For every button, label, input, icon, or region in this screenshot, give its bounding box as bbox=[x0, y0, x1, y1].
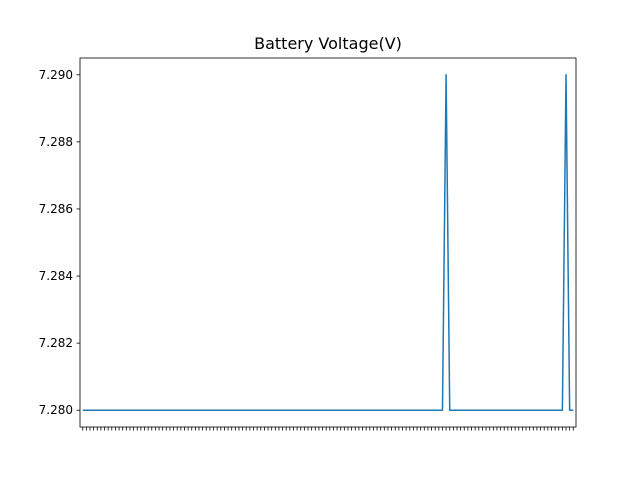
x-axis-ticks bbox=[82, 427, 574, 431]
y-tick-label: 7.286 bbox=[39, 202, 73, 216]
y-tick-label: 7.288 bbox=[39, 135, 73, 149]
voltage-series-line bbox=[82, 74, 574, 411]
y-tick-label: 7.280 bbox=[39, 403, 73, 417]
plot-area bbox=[82, 74, 574, 411]
y-tick-label: 7.290 bbox=[39, 68, 73, 82]
y-tick-label: 7.284 bbox=[39, 269, 73, 283]
y-tick-label: 7.282 bbox=[39, 336, 73, 350]
y-axis-ticks: 7.280 7.282 7.284 7.286 7.288 7.290 bbox=[39, 68, 80, 417]
axes-frame bbox=[79, 57, 577, 428]
chart-title: Battery Voltage(V) bbox=[254, 34, 402, 53]
